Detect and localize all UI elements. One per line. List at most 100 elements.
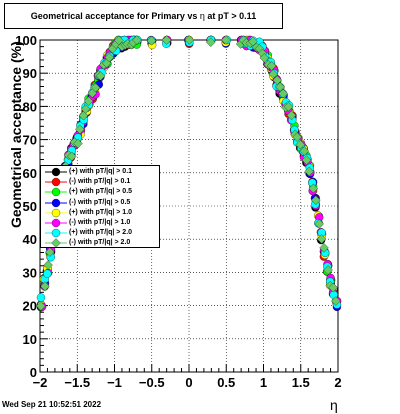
legend-label: (+) with pT/|q| > 2.0 <box>69 229 133 237</box>
data-point <box>132 35 142 45</box>
legend-marker <box>45 188 67 197</box>
legend-entry: (+) with pT/|q| > 2.0 <box>41 228 159 238</box>
legend-symbol <box>51 167 61 177</box>
y-tick-label: 80 <box>23 99 37 114</box>
data-point <box>292 132 302 142</box>
chart-title: Geometrical acceptance for Primary vs η … <box>4 3 283 29</box>
legend: (+) with pT/|q| > 0.1 (-) with pT/|q| > 0… <box>40 165 160 249</box>
data-point <box>206 37 216 47</box>
data-point <box>75 124 85 135</box>
data-point <box>268 69 278 79</box>
data-point <box>328 282 338 293</box>
data-point <box>286 110 297 121</box>
data-point <box>43 269 52 278</box>
y-tick-label: 40 <box>23 232 37 247</box>
legend-label: (-) with pT/|q| > 1.0 <box>69 219 131 226</box>
data-point <box>319 243 329 253</box>
legend-symbol <box>51 208 61 217</box>
legend-entry: (+) with pT/|q| > 0.1 <box>41 167 159 177</box>
y-axis-ticks: 0 10 20 30 40 50 60 70 80 90 100 <box>15 33 48 380</box>
data-point <box>311 195 321 205</box>
data-point <box>304 166 314 177</box>
data-point <box>80 104 91 114</box>
data-point <box>314 219 324 229</box>
x-axis-ticks: −2 −1.5 −1 −0.5 0 0.5 1 1.5 2 <box>33 364 342 390</box>
data-point <box>283 102 294 112</box>
x-tick-label: −1 <box>107 375 122 390</box>
data-point <box>184 35 194 45</box>
legend-label: (+) with pT/|q| > 0.1 <box>69 168 133 175</box>
data-point <box>161 35 172 45</box>
data-point <box>146 36 157 46</box>
data-point <box>45 247 55 257</box>
legend-entry: (+) with pT/|q| > 1.0 <box>41 208 159 218</box>
data-point <box>331 296 341 306</box>
legend-marker <box>45 218 67 228</box>
data-point <box>36 301 46 311</box>
legend-entry: (-) with pT/|q| > 2.0 <box>41 238 159 249</box>
legend-label: (+) with pT/|q| > 1.0 <box>69 208 133 216</box>
legend-marker <box>45 229 67 238</box>
data-point <box>316 234 327 244</box>
legend-marker <box>45 167 67 177</box>
data-point <box>221 35 231 45</box>
data-point <box>83 96 94 106</box>
legend-marker <box>45 198 67 207</box>
legend-entry: (+) with pT/|q| > 0.5 <box>41 187 159 197</box>
legend-symbol <box>51 238 61 249</box>
data-point <box>323 265 333 275</box>
legend-symbol <box>51 178 61 187</box>
data-point <box>73 138 83 149</box>
legend-label: (-) with pT/|q| > 2.0 <box>69 239 131 247</box>
x-tick-label: −0.5 <box>139 375 165 390</box>
data-point <box>278 88 288 99</box>
y-tick-label: 0 <box>30 365 37 380</box>
data-point <box>259 53 270 63</box>
data-point <box>36 293 46 302</box>
legend-symbol <box>51 188 61 197</box>
y-tick-label: 20 <box>23 299 37 314</box>
legend-marker <box>45 208 67 217</box>
grid-lines <box>39 39 339 373</box>
data-point <box>114 35 124 46</box>
x-tick-label: 0.5 <box>217 375 235 390</box>
data-point <box>275 82 285 92</box>
y-tick-label: 30 <box>23 265 37 280</box>
title-suffix: at pT > 0.11 <box>207 11 257 21</box>
datestamp: Wed Sep 21 10:52:51 2022 <box>2 400 102 409</box>
data-point <box>301 155 312 165</box>
y-tick-label: 70 <box>23 133 37 148</box>
legend-entry: (-) with pT/|q| > 1.0 <box>41 218 159 228</box>
data-point <box>308 183 319 194</box>
y-tick-label: 10 <box>23 332 37 347</box>
data-point <box>266 61 277 71</box>
title-prefix: Geometrical acceptance for Primary vs <box>30 11 198 21</box>
x-tick-label: 0 <box>185 375 192 390</box>
x-tick-label: 1 <box>260 375 267 390</box>
y-tick-label: 90 <box>23 66 37 81</box>
x-tick-label: 1.5 <box>292 375 310 390</box>
legend-symbol <box>51 218 61 228</box>
data-point <box>299 146 310 156</box>
y-tick-label: 50 <box>23 199 37 214</box>
data-point <box>95 71 106 81</box>
legend-label: (-) with pT/|q| > 0.1 <box>69 178 131 186</box>
legend-symbol <box>51 229 61 238</box>
data-point <box>104 52 115 63</box>
legend-label: (-) with pT/|q| > 0.5 <box>69 198 131 206</box>
data-point <box>43 260 53 270</box>
legend-marker <box>45 238 67 249</box>
y-tick-label: 60 <box>23 166 37 181</box>
data-point <box>40 281 50 291</box>
data-point <box>67 151 77 162</box>
legend-marker <box>45 178 67 187</box>
data-point <box>248 36 258 47</box>
legend-entry: (-) with pT/|q| > 0.5 <box>41 198 159 208</box>
legend-symbol <box>51 198 61 207</box>
x-axis-title: η <box>330 397 338 413</box>
data-point <box>78 110 89 121</box>
legend-entry: (-) with pT/|q| > 0.1 <box>41 177 159 187</box>
x-tick-label: −1.5 <box>64 375 90 390</box>
x-tick-label: 2 <box>334 375 341 390</box>
y-axis-title: Geometrical acceptance (%) <box>8 41 24 228</box>
